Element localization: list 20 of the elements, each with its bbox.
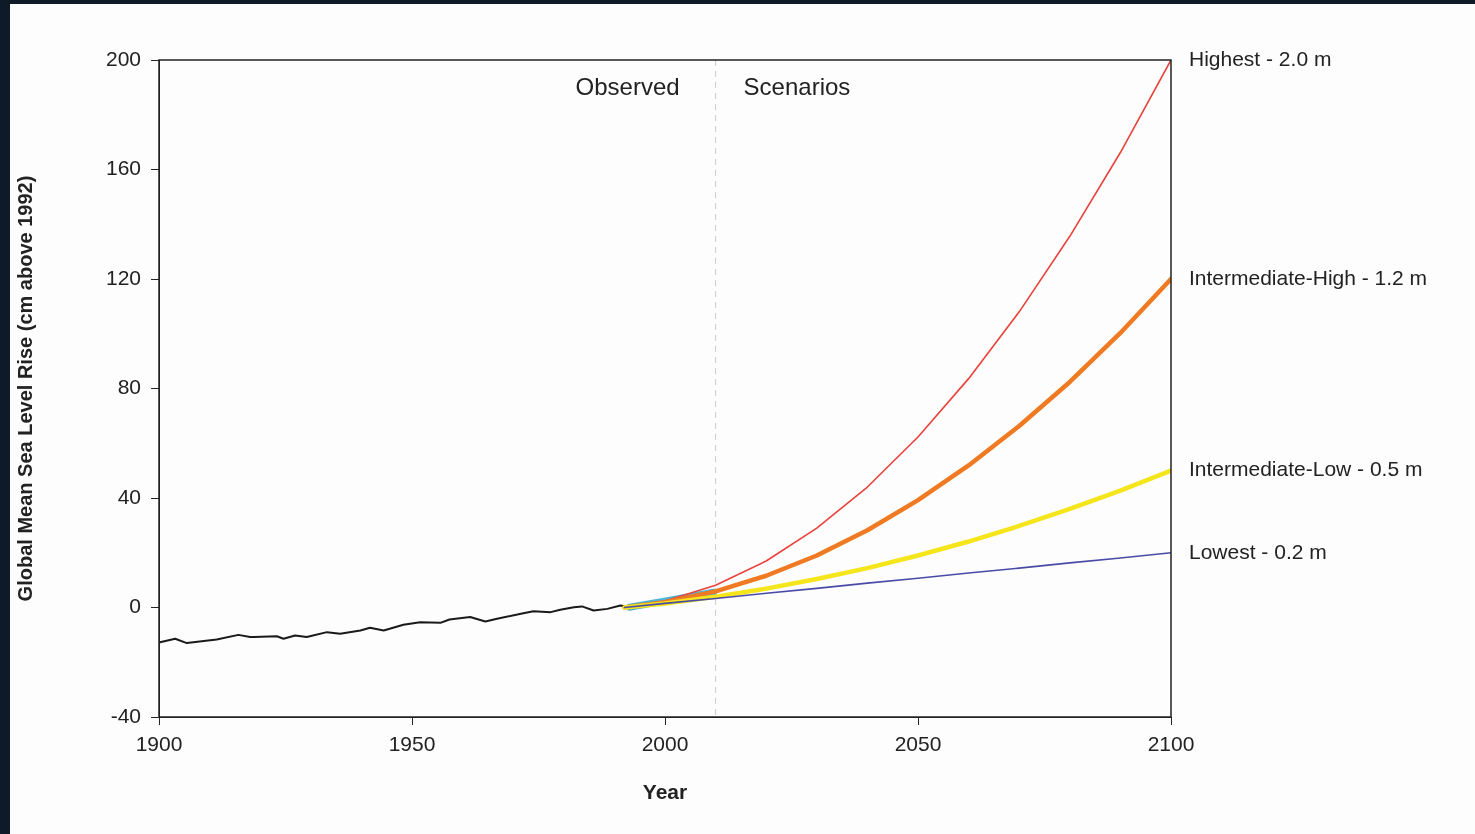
series-label: Highest - 2.0 m bbox=[1189, 46, 1332, 70]
y-axis-title: Global Mean Sea Level Rise (cm above 1992) bbox=[13, 175, 36, 602]
y-tick-label: 80 bbox=[117, 375, 141, 399]
y-tick-label: 160 bbox=[105, 156, 141, 180]
x-tick-label: 2100 bbox=[1147, 732, 1195, 756]
x-tick-label: 2000 bbox=[641, 732, 689, 756]
y-tick-label: 120 bbox=[105, 265, 141, 289]
x-tick-label: 2050 bbox=[894, 732, 942, 756]
annotation: Observed bbox=[575, 72, 680, 100]
series-label: Intermediate-High - 1.2 m bbox=[1189, 265, 1428, 289]
y-tick-label: 0 bbox=[129, 594, 141, 618]
x-axis-title: Year bbox=[642, 780, 688, 804]
y-tick-label: -40 bbox=[110, 703, 141, 727]
y-tick-label: 40 bbox=[117, 484, 141, 508]
annotation: Scenarios bbox=[743, 72, 851, 100]
y-tick-label: 200 bbox=[105, 46, 141, 70]
x-tick-label: 1950 bbox=[388, 732, 436, 756]
x-tick-label: 1900 bbox=[135, 732, 183, 756]
series-label: Lowest - 0.2 m bbox=[1189, 539, 1327, 563]
series-label: Intermediate-Low - 0.5 m bbox=[1189, 457, 1423, 481]
